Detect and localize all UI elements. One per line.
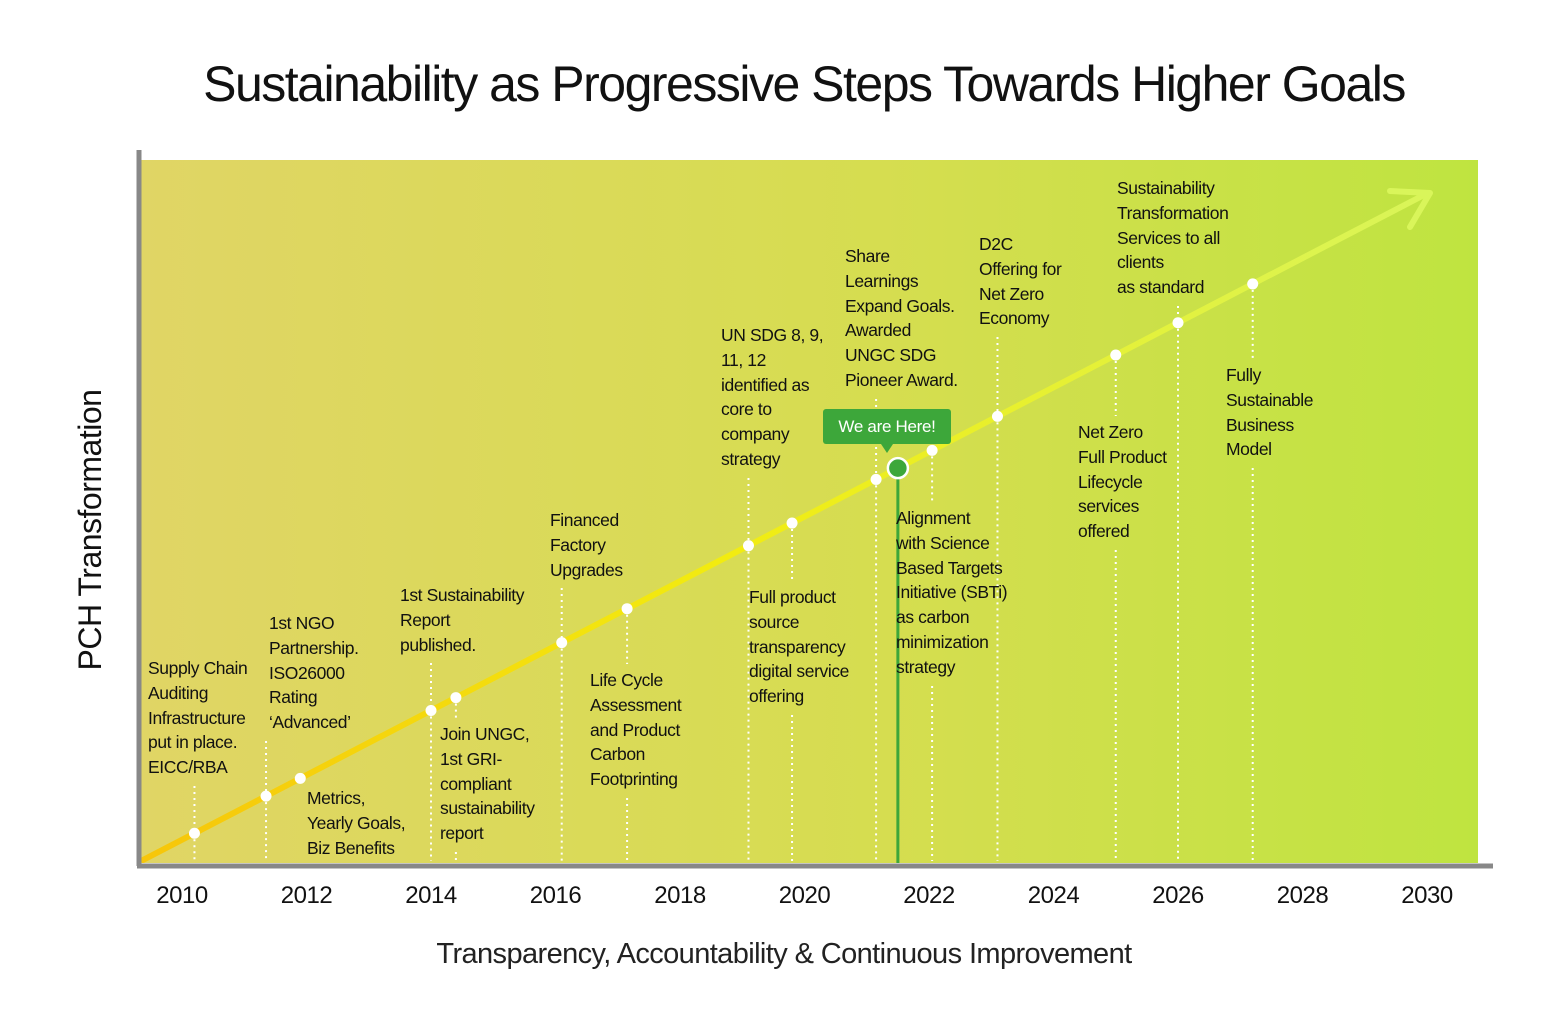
x-tick-label: 2010 <box>156 882 208 909</box>
milestone-dot <box>294 772 306 784</box>
x-tick-label: 2026 <box>1152 882 1204 909</box>
event-label: D2C Offering for Net Zero Economy <box>979 234 1062 329</box>
milestone-dot <box>1172 317 1184 329</box>
x-tick-label: 2012 <box>281 882 333 909</box>
milestone-dot <box>926 444 938 456</box>
event-label: Financed Factory Upgrades <box>550 510 623 580</box>
milestone-dot <box>260 790 272 802</box>
event-label: Supply Chain Auditing Infrastructure put… <box>148 658 248 778</box>
event-label: Metrics, Yearly Goals, Biz Benefits <box>307 788 406 858</box>
event-label: Sustainability Transformation Services t… <box>1117 178 1229 298</box>
event-label: 1st NGO Partnership. ISO26000 Rating ‘Ad… <box>269 613 359 733</box>
x-axis-label: Transparency, Accountability & Continuou… <box>436 938 1132 970</box>
milestone-dot <box>556 637 568 649</box>
event-label: 1st Sustainability Report published. <box>400 585 525 655</box>
milestone-dot <box>425 704 437 716</box>
x-tick-label: 2016 <box>530 882 582 909</box>
milestone-dot <box>870 473 882 485</box>
event-label: Full product source transparency digital… <box>749 587 850 707</box>
event-label: Share Learnings Expand Goals. Awarded UN… <box>845 246 958 390</box>
event-label: Life Cycle Assessment and Product Carbon… <box>590 670 682 790</box>
x-tick-label: 2022 <box>903 882 955 909</box>
chart-title: Sustainability as Progressive Steps Towa… <box>203 56 1406 112</box>
y-axis-label: PCH Transformation <box>72 389 108 671</box>
milestone-dot <box>1110 349 1122 361</box>
milestone-dot <box>188 827 200 839</box>
milestone-dot <box>991 410 1003 422</box>
milestone-dot <box>1247 278 1259 290</box>
milestone-dot <box>742 540 754 552</box>
we-are-here-badge: We are Here! <box>823 409 951 453</box>
milestone-dot <box>621 603 633 615</box>
current-position-marker <box>886 456 910 480</box>
milestone-dot <box>786 517 798 529</box>
x-tick-label: 2014 <box>405 882 457 909</box>
event-label: Alignment with Science Based Targets Ini… <box>896 508 1008 677</box>
x-tick-label: 2018 <box>654 882 706 909</box>
x-tick-label: 2030 <box>1401 882 1453 909</box>
x-tick-label: 2024 <box>1028 882 1080 909</box>
milestone-dot <box>450 692 462 704</box>
progress-arrowhead <box>1387 188 1433 230</box>
event-label: Fully Sustainable Business Model <box>1226 365 1314 460</box>
event-label: Net Zero Full Product Lifecycle services… <box>1078 422 1167 542</box>
event-label: Join UNGC, 1st GRI- compliant sustainabi… <box>440 724 535 844</box>
x-tick-label: 2020 <box>779 882 831 909</box>
progress-line <box>140 192 1427 863</box>
x-tick-label: 2028 <box>1277 882 1329 909</box>
event-label: UN SDG 8, 9, 11, 12 identified as core t… <box>721 325 824 469</box>
